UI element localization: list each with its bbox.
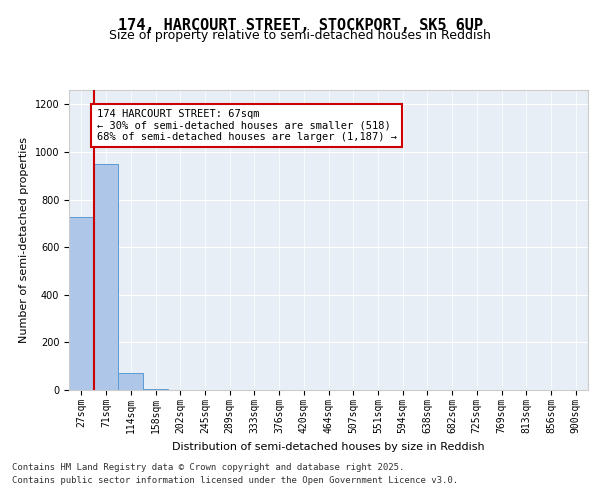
Bar [94,164,118,390]
Y-axis label: Number of semi-detached properties: Number of semi-detached properties [19,137,29,343]
Text: Size of property relative to semi-detached houses in Reddish: Size of property relative to semi-detach… [109,29,491,42]
Bar [118,374,143,390]
Text: Distribution of semi-detached houses by size in Reddish: Distribution of semi-detached houses by … [172,442,485,452]
Text: Contains public sector information licensed under the Open Government Licence v3: Contains public sector information licen… [12,476,458,485]
Bar [69,217,94,390]
Text: 174, HARCOURT STREET, STOCKPORT, SK5 6UP: 174, HARCOURT STREET, STOCKPORT, SK5 6UP [118,18,482,32]
Text: Contains HM Land Registry data © Crown copyright and database right 2025.: Contains HM Land Registry data © Crown c… [12,464,404,472]
Text: 174 HARCOURT STREET: 67sqm
← 30% of semi-detached houses are smaller (518)
68% o: 174 HARCOURT STREET: 67sqm ← 30% of semi… [97,109,397,142]
